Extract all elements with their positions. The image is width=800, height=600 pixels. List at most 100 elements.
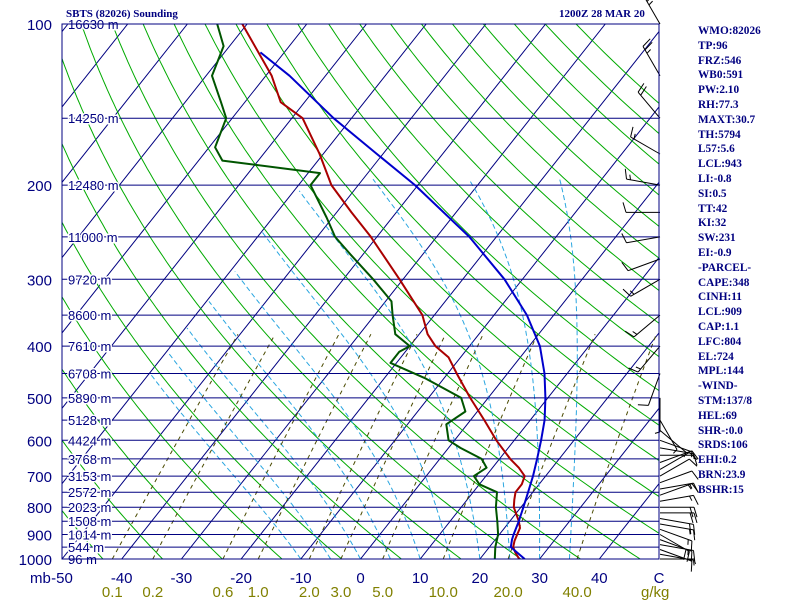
height-label: 7610 m bbox=[68, 339, 111, 354]
height-label: 3768 m bbox=[68, 452, 111, 467]
temperature-tick-label: 0 bbox=[356, 570, 364, 587]
wind-barb bbox=[624, 314, 661, 338]
dry-adiabat-line bbox=[62, 57, 462, 559]
temperature-tick-label: -40 bbox=[111, 570, 133, 587]
wind-barb bbox=[645, 0, 661, 25]
height-label: 1508 m bbox=[68, 514, 111, 529]
index-item: CAP:1.1 bbox=[698, 320, 740, 333]
isotherm-line bbox=[62, 24, 427, 485]
wind-barb bbox=[637, 373, 661, 406]
dry-adiabat-line bbox=[421, 24, 659, 259]
mixing-ratio-tick-label: 0.1 bbox=[102, 584, 123, 600]
height-label: 2572 m bbox=[68, 485, 111, 500]
wind-barb bbox=[624, 168, 661, 186]
mixing-ratio-line bbox=[222, 333, 340, 559]
wind-barb bbox=[621, 233, 661, 244]
dry-adiabat-line bbox=[482, 24, 659, 196]
index-item: SI:0.5 bbox=[698, 187, 727, 200]
wind-barb bbox=[659, 549, 693, 572]
moist-adiabat-line bbox=[208, 301, 391, 559]
mixing-ratio-line bbox=[382, 333, 484, 559]
index-item: LFC:804 bbox=[698, 335, 742, 348]
dry-adiabat-line bbox=[328, 24, 659, 358]
dry-adiabat-line bbox=[390, 24, 659, 292]
wind-barb bbox=[659, 430, 687, 458]
profile-line-1 bbox=[211, 24, 500, 559]
moist-adiabat-line bbox=[298, 190, 481, 559]
dry-adiabat-line bbox=[575, 24, 659, 105]
moist-adiabat-line bbox=[261, 231, 451, 559]
index-item: PW:2.10 bbox=[698, 84, 740, 97]
mixing-ratio-line bbox=[111, 333, 239, 559]
index-item: MPL:144 bbox=[698, 365, 744, 378]
index-item: BSHR:15 bbox=[698, 483, 744, 496]
mixing-ratio-tick-label: 5.0 bbox=[372, 584, 393, 600]
isotherm-line bbox=[479, 332, 659, 559]
temperature-tick-label: 10 bbox=[412, 570, 429, 587]
dry-adiabat-line bbox=[297, 24, 659, 392]
wind-barb bbox=[659, 447, 695, 460]
dry-adiabat-line bbox=[235, 24, 659, 462]
profile-line-2 bbox=[259, 51, 547, 559]
mixing-ratio-tick-label: 2.0 bbox=[299, 584, 320, 600]
height-label: 6708 m bbox=[68, 367, 111, 382]
wind-barbs bbox=[621, 0, 699, 572]
indices-panel: WMO:82026 TP:96 FRZ:546 WB0:591 PW:2.10 RH:77… bbox=[698, 24, 761, 498]
temperature-tick-label: 20 bbox=[472, 570, 489, 587]
moist-adiabat-line bbox=[372, 178, 511, 559]
pressure-tick-label: 600 bbox=[27, 433, 52, 450]
dry-adiabat-line bbox=[111, 24, 581, 559]
index-item: EHI:0.2 bbox=[698, 454, 737, 467]
mixing-ratio-line bbox=[257, 333, 372, 559]
wind-barb bbox=[659, 534, 690, 562]
index-item: HEL:69 bbox=[698, 409, 737, 422]
wind-barb bbox=[660, 454, 698, 466]
index-item: L57:5.6 bbox=[698, 143, 735, 156]
height-label: 2023 m bbox=[68, 500, 111, 515]
dry-adiabat-line bbox=[62, 295, 283, 559]
moist-adiabat-line bbox=[234, 271, 421, 559]
index-item: EI:-0.9 bbox=[698, 246, 732, 259]
index-item: SHR-:0.0 bbox=[698, 424, 743, 437]
dry-adiabat-line bbox=[62, 142, 402, 559]
wind-barb bbox=[659, 470, 699, 484]
wind-barb bbox=[659, 494, 699, 505]
index-item: FRZ:546 bbox=[698, 54, 742, 67]
dry-adiabat-line bbox=[452, 24, 659, 227]
mixing-ratio-tick-label: 20.0 bbox=[493, 584, 522, 600]
dry-adiabat-line bbox=[62, 368, 223, 559]
index-item: STM:137/8 bbox=[698, 394, 752, 407]
index-item: TP:96 bbox=[698, 39, 728, 52]
wind-barb bbox=[621, 258, 661, 272]
moist-adiabat-line bbox=[559, 179, 578, 559]
wind-barb bbox=[628, 345, 661, 373]
background-lines bbox=[62, 24, 659, 559]
wind-barb bbox=[622, 202, 660, 213]
wind-barb bbox=[659, 518, 696, 535]
pressure-unit-label: mb bbox=[30, 570, 51, 587]
dry-adiabat-line bbox=[204, 24, 659, 498]
pressure-tick-label: 500 bbox=[27, 391, 52, 408]
isotherm-line bbox=[121, 24, 546, 559]
mixing-ratio-tick-label: 0.6 bbox=[212, 584, 233, 600]
pressure-tick-label: 100 bbox=[27, 17, 52, 34]
index-item: LI:-0.8 bbox=[698, 172, 732, 185]
height-label: 5128 m bbox=[68, 413, 111, 428]
height-label: 9720 m bbox=[68, 272, 111, 287]
index-item: BRN:23.9 bbox=[698, 468, 746, 481]
wind-barb bbox=[659, 528, 693, 552]
dry-adiabat-line bbox=[62, 439, 163, 559]
isotherm-line bbox=[539, 407, 659, 559]
height-label: 4424 m bbox=[68, 433, 111, 448]
wind-barb bbox=[642, 38, 661, 77]
index-item: SW:231 bbox=[698, 232, 736, 245]
plot-frame bbox=[61, 23, 660, 560]
height-label: 14250 m bbox=[68, 111, 119, 126]
wind-barb bbox=[637, 83, 661, 119]
index-item: LCL:909 bbox=[698, 306, 742, 319]
pressure-tick-label: 900 bbox=[27, 528, 52, 545]
mixing-ratio-line bbox=[507, 334, 596, 559]
moist-adiabat-line bbox=[149, 373, 302, 559]
index-item: CINH:11 bbox=[698, 291, 742, 304]
